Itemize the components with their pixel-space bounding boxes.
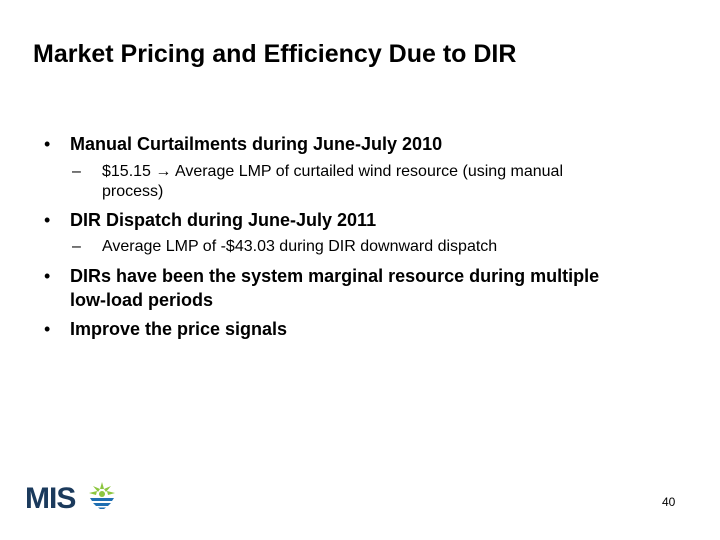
sub-bullet-marker: – [72,238,81,255]
bullet-marker: • [44,266,51,286]
logo-text: MIS [25,482,75,512]
bullet-1-text: Manual Curtailments during June-July 201… [70,134,443,154]
sub-bullet-1-1-line2: process) [102,183,164,200]
sunburst-icon [89,482,115,509]
sub-bullet-1-1-line1: $15.15 → Average LMP of curtailed wind r… [102,163,564,180]
slide-title: Market Pricing and Efficiency Due to DIR [33,40,517,68]
bullet-4-text: Improve the price signals [70,319,288,339]
bullet-marker: • [44,134,51,154]
bullet-3-line2: low-load periods [70,290,214,310]
bullet-3-line1: DIRs have been the system marginal resou… [70,266,600,286]
bullet-2-text: DIR Dispatch during June-July 2011 [70,210,377,230]
sub-bullet-2-1-text: Average LMP of -$43.03 during DIR downwa… [102,238,498,255]
page-number: 40 [662,495,676,509]
miso-logo: MIS [25,478,120,515]
bullet-marker: • [44,319,51,339]
bullet-marker: • [44,210,51,230]
sub-bullet-marker: – [72,163,81,180]
